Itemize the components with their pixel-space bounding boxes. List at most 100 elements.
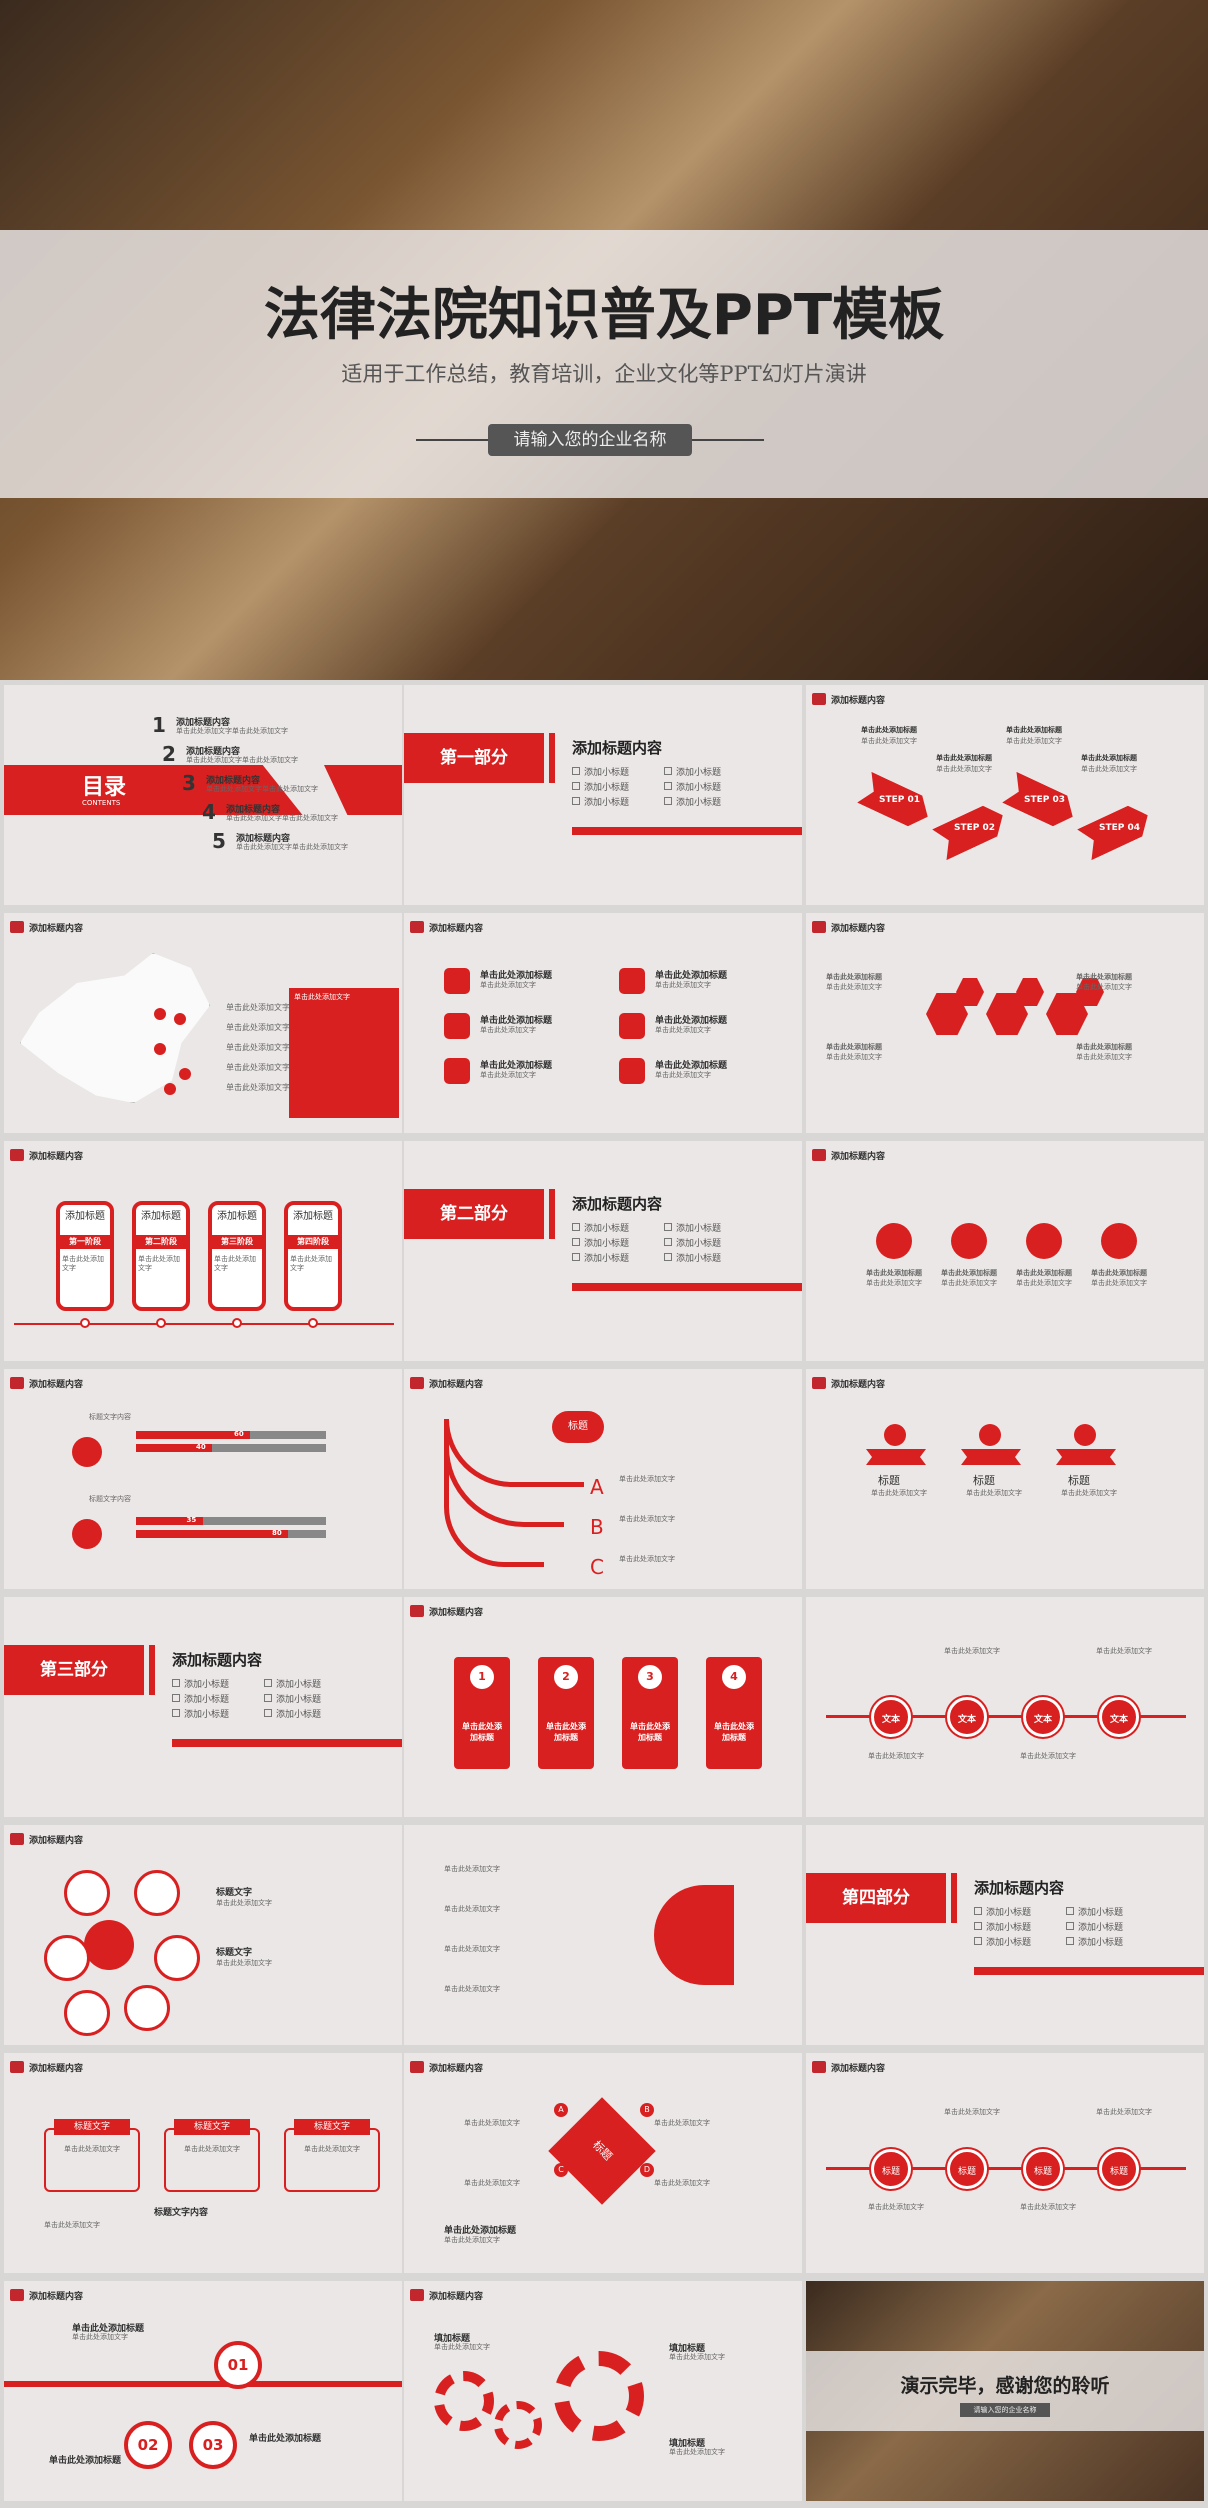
slide-header-text: 添加标题内容 bbox=[29, 924, 84, 934]
radial-title: 标题文字 bbox=[216, 1888, 253, 1898]
subtitle: 适用于工作总结，教育培训，企业文化等PPT幻灯片演讲 bbox=[341, 362, 867, 386]
number-circle: 02 bbox=[124, 2421, 172, 2469]
award-title: 标题 bbox=[878, 1474, 900, 1487]
timeline-circles-slide[interactable]: 文本 单击此处添加文字 文本 单击此处添加文字 文本 单击此处添加文字 文本 单击此处添加文字 bbox=[806, 1597, 1204, 1817]
slide-header: 添加标题内容 bbox=[812, 1149, 885, 1162]
toc-slide[interactable]: 目录 CONTENTS 1 添加标题内容 单击此处添加文字单击此处添加文字 2 添加标题内容… bbox=[4, 685, 402, 905]
hexagon-slide[interactable]: 添加标题内容 单击此处添加标题 单击此处添加文字 单击此处添加标题 单击此处添加文字 单击… bbox=[806, 913, 1204, 1133]
icons-list-slide[interactable]: 添加标题内容 单击此处添加标题 单击此处添加文字 单击此处添加标题 单击此处添加文字 单击… bbox=[404, 913, 802, 1133]
phase-card[interactable] bbox=[284, 1201, 342, 1311]
slide-header: 添加标题内容 bbox=[812, 1377, 885, 1390]
section-item: 添加小标题 bbox=[1066, 1935, 1123, 1948]
china-map bbox=[20, 953, 210, 1103]
court-logo-icon bbox=[410, 1605, 424, 1617]
toc-band-end bbox=[324, 765, 402, 815]
step-desc: 单击此处添加文字 bbox=[861, 737, 917, 745]
diamond-marker: C bbox=[554, 2163, 568, 2177]
process-number: 1 bbox=[470, 1665, 494, 1689]
map-info-box bbox=[289, 988, 399, 1118]
money-bag-icon bbox=[979, 1424, 1001, 1446]
step-desc: 单击此处添加文字 bbox=[1006, 737, 1062, 745]
phase-label: 第四阶段 bbox=[284, 1235, 342, 1249]
ending-slide[interactable]: 演示完毕，感谢您的聆听 请输入您的企业名称 bbox=[806, 2281, 1204, 2501]
court-logo-icon bbox=[410, 921, 424, 933]
slide-header-text: 添加标题内容 bbox=[29, 1152, 84, 1162]
diamond-slide[interactable]: 添加标题内容 标题 A 单击此处添加文字 B 单击此处添加文字 C 单击此处添加文字 D 单击此处… bbox=[404, 2053, 802, 2273]
section-slide-s3[interactable]: 第三部分 添加标题内容 添加小标题 添加小标题 添加小标题 添加小标题 添加小标题 添加小标题 bbox=[4, 1597, 402, 1817]
step-desc: 单击此处添加文字 bbox=[1081, 765, 1137, 773]
diamond-footer-desc: 单击此处添加文字 bbox=[444, 2236, 500, 2244]
boxes-slide[interactable]: 添加标题内容 标题文字 单击此处添加文字 标题文字 单击此处添加文字 标题文字 单击此处添加… bbox=[4, 2053, 402, 2273]
radial-slide[interactable]: 添加标题内容 标题文字 单击此处添加文字 标题文字 单击此处添加文字 bbox=[4, 1825, 402, 2045]
toc-number: 2 bbox=[162, 742, 176, 766]
four-icons-slide[interactable]: 添加标题内容 单击此处添加标题 单击此处添加文字 单击此处添加标题 单击此处添加文字 单击… bbox=[806, 1141, 1204, 1361]
progress-value: 60 bbox=[234, 1430, 244, 1438]
section-item: 添加小标题 bbox=[974, 1920, 1031, 1933]
section-slide-s2[interactable]: 第二部分 添加标题内容 添加小标题 添加小标题 添加小标题 添加小标题 添加小标题 添加小标题 bbox=[404, 1141, 802, 1361]
ending-text: 演示完毕，感谢您的聆听 bbox=[900, 2375, 1110, 2397]
phases-slide[interactable]: 添加标题内容 添加标题 第一阶段 单击此处添加文字 添加标题 第二阶段 单击此处添加文字 添加… bbox=[4, 1141, 402, 1361]
phase-card[interactable] bbox=[208, 1201, 266, 1311]
map-marker bbox=[154, 1043, 166, 1055]
section-underline bbox=[172, 1739, 402, 1747]
map-slide[interactable]: 添加标题内容 单击此处添加文字 单击此处添加文字 单击此处添加文字 单击此处添加文字 单击… bbox=[4, 913, 402, 1133]
hex-desc: 单击此处添加文字 bbox=[826, 983, 882, 991]
progress-fill bbox=[136, 1431, 250, 1439]
abc-slide[interactable]: 添加标题内容 标题 A 单击此处添加文字 B 单击此处添加文字 C 单击此处添加文字 bbox=[404, 1369, 802, 1589]
gears-slide[interactable]: 添加标题内容 填加标题 单击此处添加文字 填加标题 单击此处添加文字 填加标题 单击此处添加… bbox=[404, 2281, 802, 2501]
court-logo-icon bbox=[410, 2289, 424, 2301]
section-item: 添加小标题 bbox=[664, 1251, 721, 1264]
hexagon-icon bbox=[956, 978, 984, 1006]
slide-header-text: 添加标题内容 bbox=[29, 1380, 84, 1390]
timeline-circle: 标题 bbox=[1099, 2149, 1139, 2189]
slide-header-text: 添加标题内容 bbox=[429, 1608, 484, 1618]
numbered-slide[interactable]: 添加标题内容 01 02 03 单击此处添加标题 单击此处添加文字 单击此处添加标题 单击此处… bbox=[4, 2281, 402, 2501]
gear-icon bbox=[494, 2401, 542, 2449]
timeline-circles-2-slide[interactable]: 添加标题内容 标题 单击此处添加文字 标题 单击此处添加文字 标题 单击此处添加文字 标题 单击… bbox=[806, 2053, 1204, 2273]
phase-card[interactable] bbox=[132, 1201, 190, 1311]
title-slide[interactable]: 法律法院知识普及PPT模板 适用于工作总结，教育培训，企业文化等PPT幻灯片演讲… bbox=[0, 0, 1208, 680]
section-item: 添加小标题 bbox=[172, 1677, 229, 1690]
toc-item-label[interactable]: 添加标题内容 bbox=[206, 776, 261, 786]
icon-title: 单击此处添加标题 bbox=[866, 1269, 922, 1277]
feature-icon bbox=[444, 1058, 470, 1084]
toc-item-label[interactable]: 添加标题内容 bbox=[226, 805, 281, 815]
timeline-line bbox=[826, 1715, 1186, 1718]
toc-item-desc: 单击此处添加文字单击此处添加文字 bbox=[176, 727, 288, 735]
progress-icon bbox=[72, 1437, 102, 1467]
progress-fill bbox=[136, 1530, 288, 1538]
section-item: 添加小标题 bbox=[1066, 1920, 1123, 1933]
court-logo-icon bbox=[10, 1833, 24, 1845]
section-item: 添加小标题 bbox=[664, 795, 721, 808]
process-text: 单击此处添加标题 bbox=[630, 1722, 670, 1742]
numbered-title: 单击此处添加标题 bbox=[49, 2456, 122, 2466]
toc-item-label[interactable]: 添加标题内容 bbox=[236, 834, 291, 844]
awards-slide[interactable]: 添加标题内容 标题 单击此处添加文字 标题 单击此处添加文字 标题 单击此处添加文字 bbox=[806, 1369, 1204, 1589]
toc-item-label[interactable]: 添加标题内容 bbox=[186, 747, 241, 757]
toc-item-label[interactable]: 添加标题内容 bbox=[176, 718, 231, 728]
section-slide-s4[interactable]: 第四部分 添加标题内容 添加小标题 添加小标题 添加小标题 添加小标题 添加小标题 添加小标题 bbox=[806, 1825, 1204, 2045]
progress-slide[interactable]: 添加标题内容 60 40 35 80 标题文字内容 标题文字内容 bbox=[4, 1369, 402, 1589]
toc-item-desc: 单击此处添加文字单击此处添加文字 bbox=[206, 785, 318, 793]
diamond-desc: 单击此处添加文字 bbox=[464, 2179, 520, 2187]
steps-slide[interactable]: 添加标题内容 STEP 01 单击此处添加标题 单击此处添加文字 STEP 02 单击此处… bbox=[806, 685, 1204, 905]
ribbon bbox=[866, 1449, 926, 1465]
section-slide-s1[interactable]: 第一部分 添加标题内容 添加小标题 添加小标题 添加小标题 添加小标题 添加小标题 添加小标题 bbox=[404, 685, 802, 905]
section-underline bbox=[572, 1283, 802, 1291]
feature-icon bbox=[619, 1058, 645, 1084]
curved-arrow bbox=[444, 1419, 544, 1567]
phase-add: 添加标题 bbox=[217, 1211, 257, 1222]
accent-bar bbox=[549, 1189, 555, 1239]
process-slide[interactable]: 添加标题内容 1 单击此处添加标题 2 单击此处添加标题 3 单击此处添加标题 4 单击此处添加… bbox=[404, 1597, 802, 1817]
box-footer-title: 标题文字内容 bbox=[154, 2208, 209, 2218]
hex-title: 单击此处添加标题 bbox=[1076, 973, 1132, 981]
phase-desc: 单击此处添加文字 bbox=[138, 1255, 180, 1272]
box-footer-desc: 单击此处添加文字 bbox=[44, 2221, 100, 2229]
phase-card[interactable] bbox=[56, 1201, 114, 1311]
step-label: STEP 03 bbox=[1024, 795, 1066, 805]
toc-number: 3 bbox=[182, 771, 196, 795]
umbrella-slide[interactable]: 单击此处添加文字 单击此处添加文字 单击此处添加文字 单击此处添加文字 bbox=[404, 1825, 802, 2045]
feature-icon bbox=[444, 968, 470, 994]
timeline-desc: 单击此处添加文字 bbox=[944, 2108, 1000, 2116]
court-logo-icon bbox=[410, 1377, 424, 1389]
